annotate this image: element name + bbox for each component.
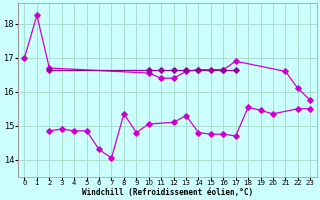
X-axis label: Windchill (Refroidissement éolien,°C): Windchill (Refroidissement éolien,°C) (82, 188, 253, 197)
